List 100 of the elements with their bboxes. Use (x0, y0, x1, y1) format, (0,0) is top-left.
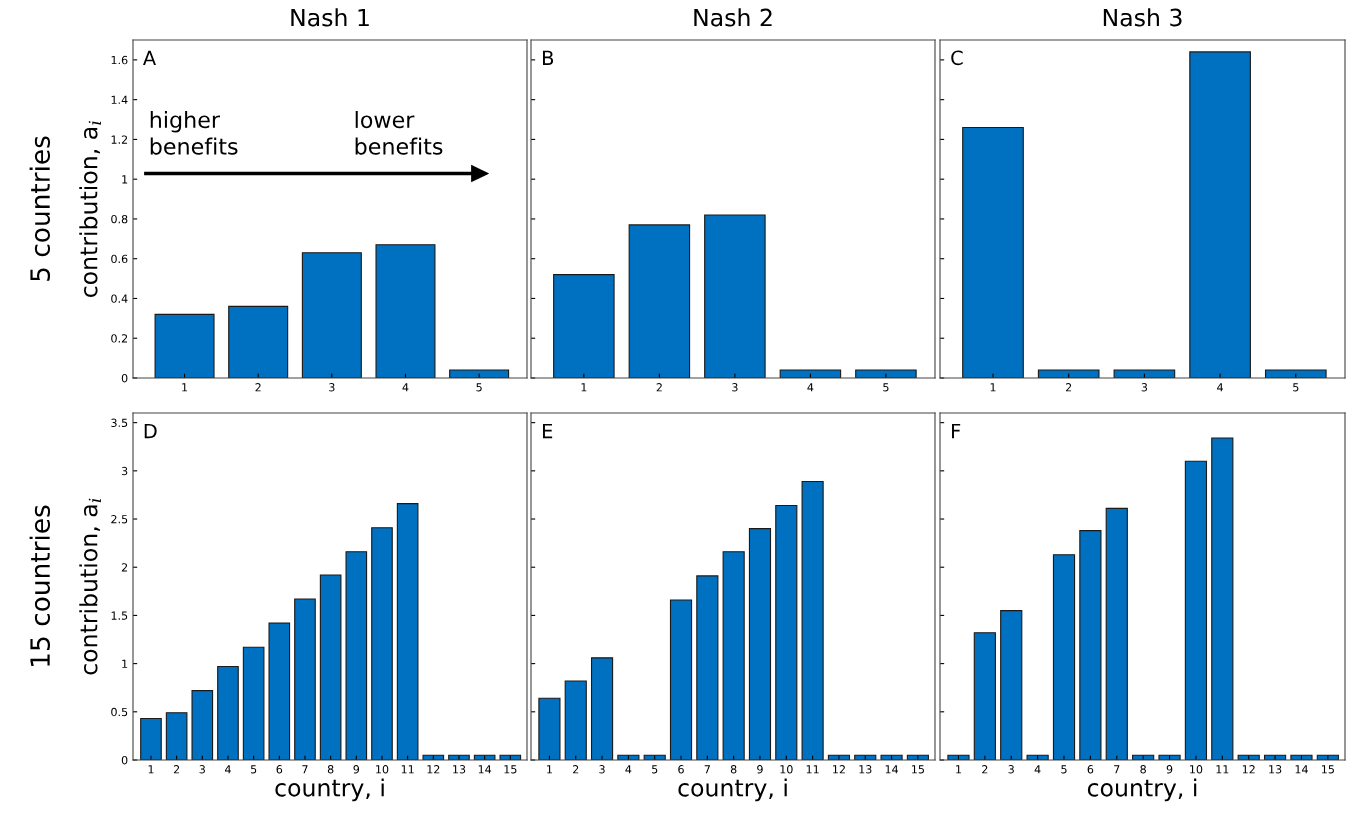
x-tick-label: 10 (376, 765, 389, 774)
y-tick-label: 2 (121, 563, 128, 572)
x-tick-label: 2 (573, 765, 579, 774)
x-tick-label: 12 (1242, 765, 1255, 774)
bar (154, 313, 215, 378)
bar (449, 369, 510, 378)
x-tick-label: 6 (1087, 765, 1094, 774)
x-tick-label: 12 (427, 765, 440, 774)
x-axis-title: country, i (678, 778, 787, 802)
x-tick-label: 14 (478, 765, 492, 774)
bar (371, 527, 393, 760)
bar (345, 551, 368, 760)
annotation: D (144, 424, 157, 439)
x-tick-label: 1 (547, 765, 552, 774)
x-tick-label: 6 (276, 765, 283, 774)
bar (855, 369, 917, 378)
bar (268, 622, 291, 760)
y-tick-label: 0 (121, 755, 128, 765)
x-tick-label: 1 (182, 383, 188, 392)
x-tick-label: 13 (1269, 765, 1282, 774)
bar (1000, 610, 1023, 760)
x-tick-label: 5 (652, 765, 658, 774)
x-tick-label: 1 (956, 765, 961, 774)
x-tick-label: 12 (833, 765, 845, 774)
x-tick-label: 13 (859, 765, 872, 774)
x-tick-label: 11 (806, 765, 819, 774)
x-tick-label: 15 (912, 765, 924, 774)
x-tick-label: 5 (1061, 765, 1067, 774)
x-tick-label: 9 (757, 765, 763, 774)
y-tick-label: 1.6 (111, 55, 128, 65)
annotation: C (951, 50, 963, 66)
y-tick-label: 0.8 (111, 214, 128, 224)
x-tick-label: 1 (990, 383, 996, 392)
bar (228, 305, 289, 378)
x-tick-label: 4 (224, 765, 231, 774)
bar (301, 252, 362, 378)
x-tick-label: 7 (1114, 765, 1120, 774)
y-tick-label: 0.5 (111, 707, 128, 717)
y-tick-label: 0 (121, 373, 128, 383)
x-tick-label: 4 (1217, 383, 1223, 392)
bar (704, 214, 766, 378)
bar (217, 665, 239, 760)
x-tick-label: 2 (1065, 383, 1072, 392)
bar (375, 244, 436, 378)
annotation: higher benefits (150, 110, 238, 155)
annotation: A (143, 50, 156, 65)
chart-title: Nash 1 (291, 8, 369, 27)
bar (191, 690, 214, 760)
bar (1211, 437, 1234, 760)
bar (165, 712, 188, 760)
annotation: B (543, 50, 554, 65)
x-tick-label: 4 (625, 765, 632, 774)
chart-title: Nash 3 (1103, 8, 1182, 27)
bar (1184, 460, 1208, 760)
chart-title: Nash 2 (694, 8, 772, 27)
bar (553, 274, 615, 378)
x-tick-label: 4 (402, 383, 409, 392)
bar (1052, 554, 1076, 760)
annotation: lower benefits (355, 110, 443, 155)
x-tick-label: 5 (250, 765, 257, 774)
y-tick-label: 1 (122, 175, 128, 184)
x-tick-label: 8 (1140, 765, 1146, 774)
x-tick-label: 9 (353, 765, 360, 774)
y-tick-label: 1 (122, 659, 128, 668)
x-tick-label: 2 (173, 765, 180, 774)
text: 5 countries (29, 136, 51, 281)
bar (669, 599, 693, 760)
x-tick-label: 11 (401, 765, 414, 774)
bar (1079, 530, 1102, 760)
bar (973, 632, 996, 760)
y-tick-label: 0.2 (111, 334, 128, 343)
bar (775, 504, 798, 760)
x-tick-label: 5 (1293, 383, 1299, 392)
x-tick-label: 5 (476, 383, 482, 392)
text: 15 countries (29, 505, 51, 666)
y-tick-label: 1.2 (111, 135, 128, 144)
x-tick-label: 1 (581, 383, 587, 392)
y-tick-label: 3.5 (111, 418, 128, 428)
x-tick-label: 14 (885, 765, 899, 774)
y-tick-label: 1.4 (111, 95, 128, 104)
bar (140, 717, 162, 760)
x-tick-label: 7 (302, 765, 308, 774)
x-tick-label: 14 (1295, 765, 1308, 774)
x-tick-label: 3 (329, 383, 335, 392)
x-tick-label: 9 (1166, 765, 1173, 774)
x-axis-title: country, i (1087, 778, 1197, 802)
bar (538, 697, 561, 760)
x-tick-label: 2 (982, 765, 988, 774)
x-tick-label: 1 (148, 765, 154, 774)
bar (801, 480, 824, 760)
x-tick-label: 4 (807, 383, 814, 392)
x-tick-label: 5 (883, 383, 889, 392)
y-tick-label: 0.4 (111, 294, 128, 303)
y-tick-label: 1.5 (111, 611, 128, 620)
x-tick-label: 2 (255, 383, 261, 392)
bar (779, 369, 842, 378)
y-tick-label: 2.5 (111, 515, 128, 524)
y-tick-label: 0.6 (111, 254, 128, 264)
x-tick-label: 13 (453, 765, 466, 774)
bar (242, 646, 265, 760)
